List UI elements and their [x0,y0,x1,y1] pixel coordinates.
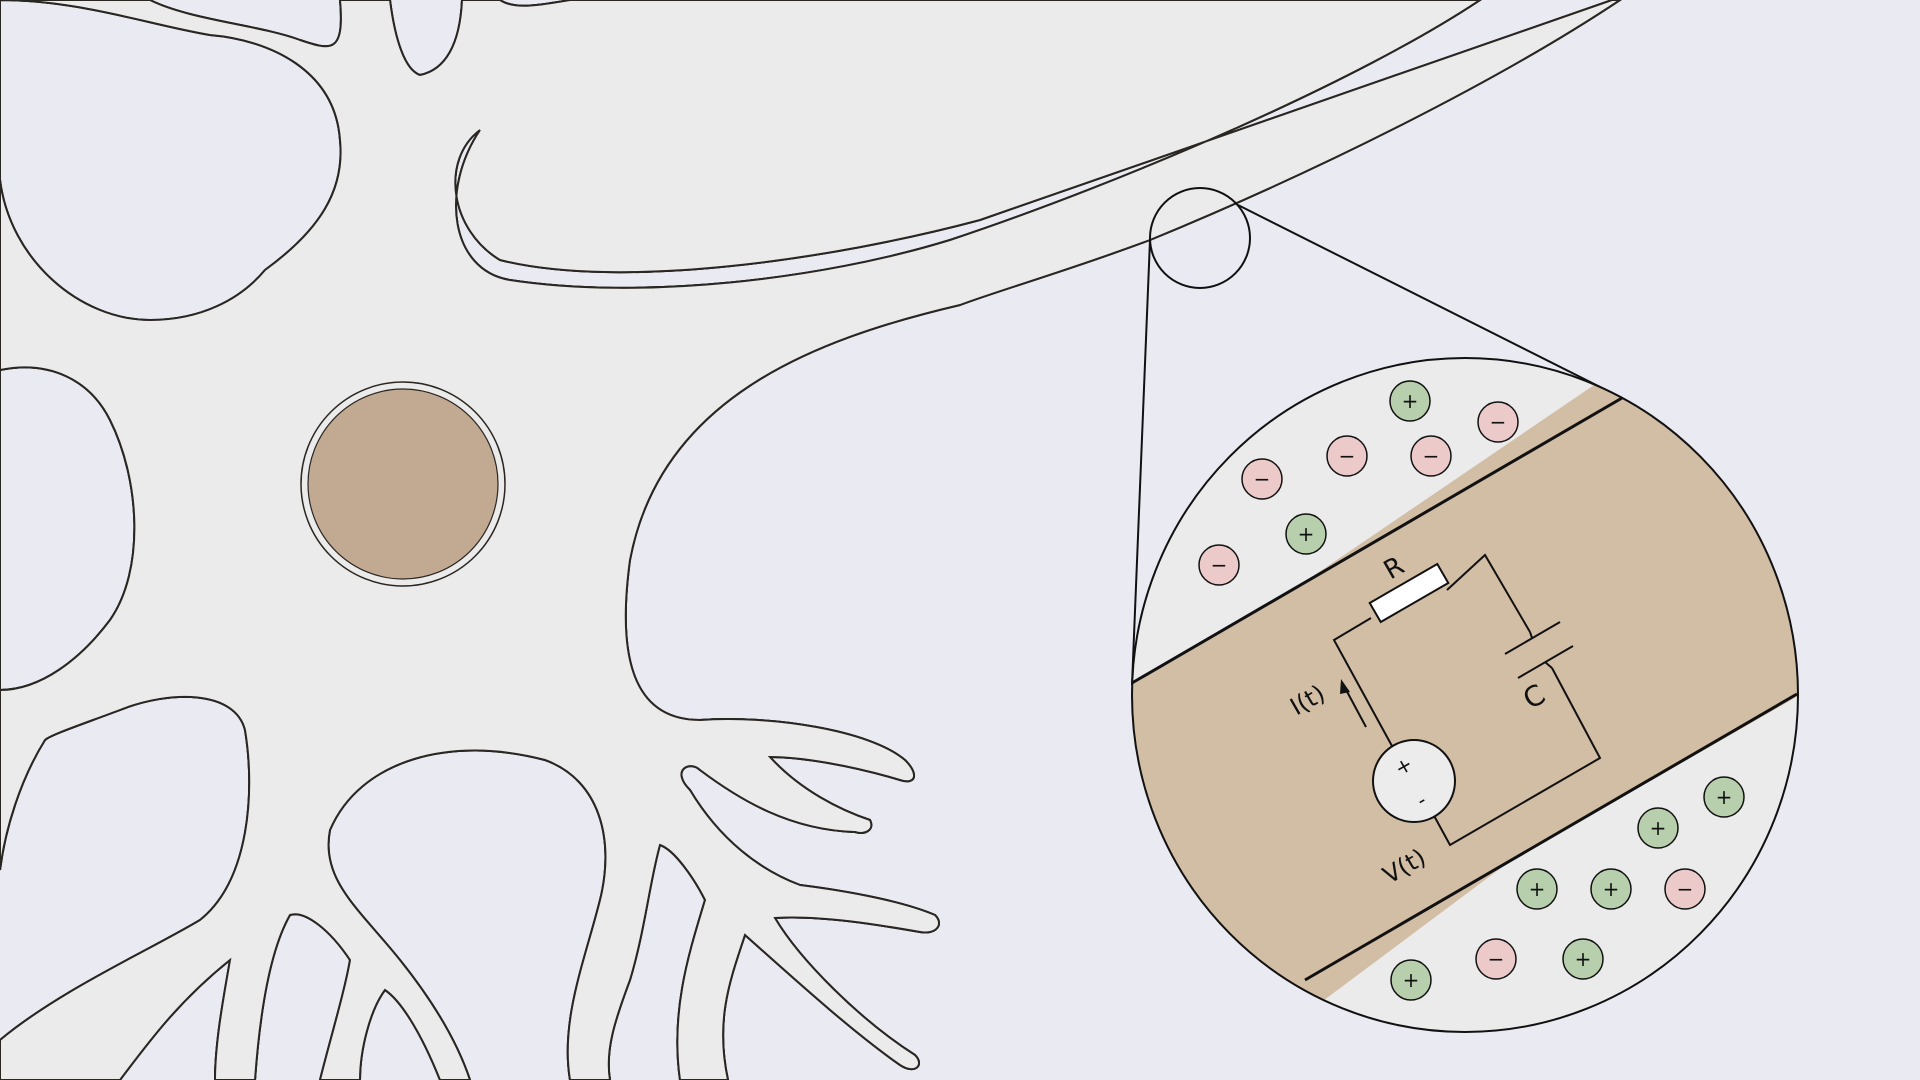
zoom-lens [1149,187,1251,289]
positive-ion: + [1590,868,1632,910]
zoom-indicator [1131,187,1623,686]
membrane-top [1131,396,1623,685]
svg-text:+: + [1403,968,1420,992]
positive-ion: + [1516,868,1558,910]
svg-text:−: − [1211,553,1228,577]
negative-ion: − [1664,868,1706,910]
svg-text:+: + [1529,877,1546,901]
svg-text:+: + [1650,816,1667,840]
svg-text:−: − [1423,444,1440,468]
svg-text:+: + [1402,389,1419,413]
positive-ion: + [1389,380,1431,422]
negative-ion: − [1475,938,1517,980]
nucleus [307,388,499,580]
voltage-source [1372,739,1456,823]
membrane-bottom [1304,692,1798,982]
svg-text:−: − [1254,467,1271,491]
svg-text:−: − [1339,444,1356,468]
positive-ion: + [1703,776,1745,818]
svg-text:+: + [1575,947,1592,971]
negative-ion: − [1410,435,1452,477]
capacitor-plate-1 [1504,621,1561,655]
svg-text:−: − [1488,947,1505,971]
resistor [1368,562,1450,624]
negative-ion: − [1477,401,1519,443]
positive-ion: + [1285,513,1327,555]
positive-ion: + [1637,807,1679,849]
positive-ion: + [1390,959,1432,1001]
rc-circuit [1332,553,1602,847]
zoom-line-right [1237,204,1623,399]
negative-ion: − [1326,435,1368,477]
svg-text:+: + [1298,522,1315,546]
ions-lower: + + + + − − + + [1390,776,1745,1001]
negative-ion: − [1198,544,1240,586]
svg-text:−: − [1490,410,1507,434]
neuron [0,0,1620,1080]
negative-ion: − [1241,458,1283,500]
zoom-line-left [1131,239,1151,686]
current-arrow [1343,685,1367,728]
svg-text:−: − [1677,877,1694,901]
svg-text:+: + [1716,785,1733,809]
zoomed-membrane-view: R C I(t) V(t) + - + − − − − + − + + + + … [1131,357,1799,1033]
positive-ion: + [1562,938,1604,980]
svg-text:+: + [1603,877,1620,901]
ions-extracellular: + − − − − + − [1198,380,1519,586]
